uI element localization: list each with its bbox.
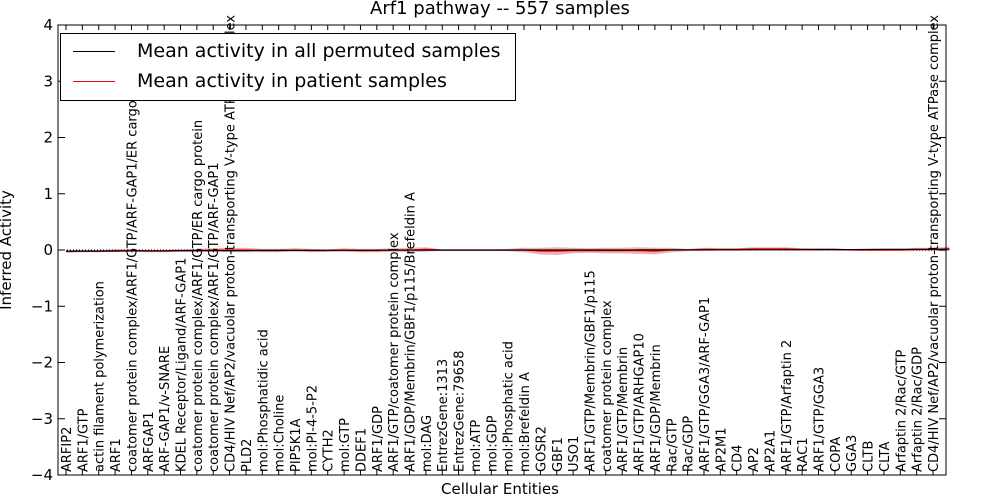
legend-item-permuted: Mean activity in all permuted samples xyxy=(61,39,500,63)
x-tick-label: KDEL Receptor/Ligand/ARF-GAP1 xyxy=(175,258,190,472)
x-tick-label: ARF1/GDP/Membrin/GBF1/p115/Brefeldin A xyxy=(404,192,419,472)
x-tick-label: GBF1 xyxy=(551,437,566,472)
legend-item-patient: Mean activity in patient samples xyxy=(61,69,447,93)
y-tick-label: 0 xyxy=(43,241,53,259)
x-tick-label: ARF-GAP1/v-SNARE xyxy=(158,346,173,472)
x-tick-label: coatomer protein complex xyxy=(600,300,615,472)
x-tick-label: Rac/GDP xyxy=(682,416,697,472)
x-tick-label: PLD2 xyxy=(240,439,255,472)
y-tick-label: 1 xyxy=(43,185,53,203)
x-tick-label: ARF1 xyxy=(109,438,124,472)
x-tick-label: mol:Phosphatic acid xyxy=(502,341,517,472)
legend-label-patient: Mean activity in patient samples xyxy=(137,70,447,92)
y-tick-label: 2 xyxy=(43,129,53,147)
x-tick-label: AP2A1 xyxy=(763,430,778,472)
x-tick-label: CD4/HIV Nef/AP2/vacuolar proton-transpor… xyxy=(224,15,239,472)
series-line-permuted xyxy=(66,248,950,252)
x-tick-label: ARF1/GDP xyxy=(371,406,386,472)
y-axis-label: Inferred Activity xyxy=(0,190,15,310)
x-tick-label: EntrezGene:79658 xyxy=(453,351,468,472)
x-tick-label: ARF1/GTP/Membrin xyxy=(616,347,631,472)
x-tick-label: coatomer protein complex/ARF1/GTP/ER car… xyxy=(191,120,206,472)
y-tick-label: −2 xyxy=(31,354,53,372)
x-tick-label: Arfaptin 2/Rac/GTP xyxy=(894,349,909,472)
x-axis: ARFIP2 ARF1/GTP actin filament polymerizat… xyxy=(60,15,942,475)
patient-band xyxy=(66,246,950,256)
legend: Mean activity in all permuted samples Me… xyxy=(60,33,516,101)
x-tick-label: ARFIP2 xyxy=(60,427,75,472)
x-tick-label: ARF1/GTP/GGA3/ARF-GAP1 xyxy=(698,297,713,472)
y-tick-label: 3 xyxy=(43,72,53,90)
x-tick-label: ARF1/GTP/ARHGAP10 xyxy=(633,333,648,472)
x-tick-label: ARF1/GTP/Arfaptin 2 xyxy=(780,340,795,472)
x-tick-label: mol:Brefeldin A xyxy=(518,372,533,472)
x-tick-label: AP2M1 xyxy=(714,428,729,473)
x-tick-label: mol:GTP xyxy=(338,418,353,472)
x-tick-label: GGA3 xyxy=(845,435,860,472)
x-tick-label: ARF1/GTP xyxy=(76,408,91,472)
x-tick-label: actin filament polymerization xyxy=(93,281,108,472)
x-tick-label: Arfaptin 2/Rac/GDP xyxy=(911,347,926,472)
y-tick-label: 4 xyxy=(43,16,53,34)
x-tick-label: mol:Choline xyxy=(273,395,288,472)
y-axis: 4 3 2 1 0 −1 −2 −3 −4 xyxy=(31,16,946,484)
x-tick-label: COPA xyxy=(829,437,844,472)
x-tick-label: DDEF1 xyxy=(355,428,370,472)
x-tick-label: CD4/HIV Nef/AP2/vacuolar proton-transpor… xyxy=(927,15,942,472)
x-axis-label: Cellular Entities xyxy=(441,480,559,498)
x-tick-label: ARF1/GTP/GGA3 xyxy=(813,367,828,472)
y-tick-label: −3 xyxy=(31,410,53,428)
plot-area xyxy=(58,246,950,256)
x-tick-label: PIP5K1A xyxy=(289,418,304,472)
chart-title: Arf1 pathway -- 557 samples xyxy=(370,0,630,19)
x-tick-label: CYTH2 xyxy=(322,429,337,472)
x-tick-label: coatomer protein complex/ARF1/GTP/ARF-GA… xyxy=(125,50,140,472)
x-tick-label: RAC1 xyxy=(796,437,811,472)
x-tick-label: EntrezGene:1313 xyxy=(436,359,451,472)
x-tick-label: ARF1/GTP/coatomer protein complex xyxy=(387,232,402,472)
x-tick-label: mol:ATP xyxy=(469,420,484,472)
legend-label-permuted: Mean activity in all permuted samples xyxy=(137,40,501,62)
x-tick-label: USO1 xyxy=(567,436,582,472)
x-tick-label: mol:PI-4-5-P2 xyxy=(305,385,320,472)
legend-swatch-patient xyxy=(73,80,115,82)
x-tick-label: CLTA xyxy=(878,442,893,472)
x-tick-label: GOSR2 xyxy=(534,426,549,472)
x-tick-label: AP2 xyxy=(747,447,762,472)
y-tick-label: −1 xyxy=(31,297,53,315)
x-tick-label: ARFGAP1 xyxy=(142,412,157,472)
x-tick-label: CD4 xyxy=(731,445,746,472)
x-tick-label: ARF1/GDP/Membrin xyxy=(649,344,664,472)
x-tick-label: ARF1/GTP/Membrin/GBF1/p115 xyxy=(584,270,599,472)
x-tick-label: mol:GDP xyxy=(485,415,500,472)
x-tick-label: CLTB xyxy=(862,441,877,472)
x-tick-label: mol:DAG xyxy=(420,415,435,472)
y-tick-label: −4 xyxy=(31,466,53,484)
legend-swatch-permuted xyxy=(73,50,115,52)
x-tick-label: Rac/GTP xyxy=(665,418,680,472)
x-tick-label: coatomer protein complex/ARF1/GTP/ARF-GA… xyxy=(207,162,222,472)
x-tick-label: mol:Phosphatidic acid xyxy=(256,329,271,472)
